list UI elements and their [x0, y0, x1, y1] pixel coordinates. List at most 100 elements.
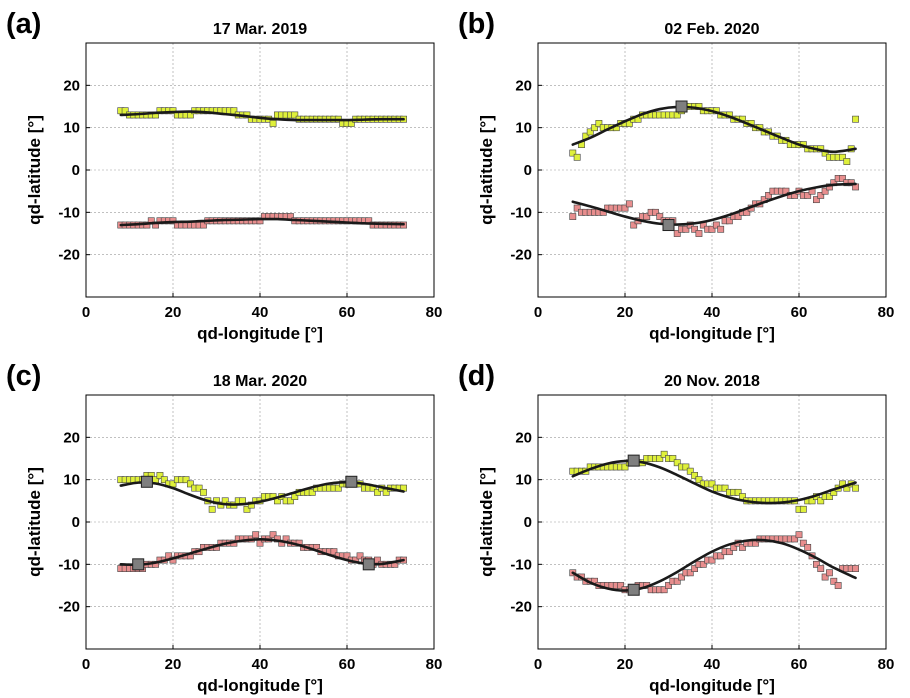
- data-point: [834, 582, 842, 589]
- panel-c: 0 20 40 60 80 -20 -10 0 10 20 qd-longitude [°] qd-l…: [6, 360, 442, 695]
- data-point: [208, 505, 216, 513]
- y-tick-label: -10: [58, 556, 80, 573]
- fit-curve: [119, 110, 405, 122]
- data-point: [160, 476, 168, 484]
- data-point: [847, 179, 855, 187]
- data-point: [669, 455, 677, 462]
- x-tick-label: 20: [617, 304, 634, 321]
- extremum-marker: [662, 219, 675, 232]
- data-point: [721, 484, 729, 492]
- data-point: [625, 200, 633, 208]
- data-point: [330, 548, 338, 556]
- data-point: [656, 455, 664, 462]
- data-point: [573, 204, 581, 212]
- panel-title: 18 Mar. 2020: [213, 373, 307, 390]
- panel-letter: (a): [6, 8, 41, 40]
- data-point: [839, 153, 846, 161]
- data-point: [656, 213, 664, 220]
- x-tick-label: 60: [791, 304, 808, 321]
- data-point: [686, 569, 694, 577]
- panel-letter: (c): [6, 360, 41, 392]
- data-point: [682, 225, 690, 233]
- data-point: [812, 196, 820, 204]
- data-point: [725, 217, 733, 225]
- x-tick-label: 40: [704, 656, 721, 673]
- data-point: [269, 531, 277, 539]
- data-point: [617, 582, 625, 589]
- y-tick-label: 20: [515, 429, 532, 446]
- data-point: [852, 115, 859, 123]
- x-tick-label: 60: [339, 304, 356, 321]
- data-point: [243, 505, 251, 513]
- data-point: [660, 586, 668, 594]
- data-point: [812, 560, 820, 568]
- data-layer: [117, 107, 407, 229]
- y-axis-label: qd-latitude [°]: [25, 467, 44, 577]
- data-point: [187, 480, 194, 488]
- x-tick-label: 40: [252, 656, 269, 673]
- x-tick-label: 80: [878, 304, 895, 321]
- data-point: [821, 187, 829, 195]
- data-point: [665, 582, 672, 589]
- x-tick-label: 80: [878, 656, 895, 673]
- data-point: [717, 552, 725, 560]
- fit-curve: [119, 538, 405, 567]
- data-point: [791, 535, 799, 543]
- extremum-marker: [362, 558, 375, 571]
- panel-title: 17 Mar. 2019: [213, 21, 307, 38]
- data-point: [708, 225, 716, 233]
- data-point: [595, 120, 603, 127]
- y-tick-label: 10: [63, 472, 80, 489]
- data-point: [826, 569, 833, 577]
- y-tick-label: 0: [72, 514, 80, 531]
- panel-d: 0 20 40 60 80 -20 -10 0 10 20 qd-longitude [°] qd-l…: [458, 360, 894, 695]
- data-point: [334, 484, 342, 492]
- data-point: [673, 459, 681, 467]
- panel-b: 0 20 40 60 80 -20 -10 0 10 20 qd-longitude [°] qd-l…: [458, 8, 894, 343]
- data-point: [673, 230, 681, 237]
- y-tick-label: 10: [515, 120, 532, 137]
- data-point: [573, 153, 581, 161]
- y-tick-label: 20: [515, 77, 532, 94]
- panel-letter: (b): [458, 8, 495, 40]
- data-point: [287, 497, 294, 505]
- data-point: [591, 124, 598, 132]
- data-point: [799, 505, 807, 513]
- data-point: [734, 213, 742, 220]
- y-tick-label: 20: [63, 429, 80, 446]
- y-tick-label: 20: [63, 77, 80, 94]
- data-point: [817, 497, 825, 505]
- data-point: [308, 488, 316, 496]
- data-point: [699, 560, 707, 568]
- y-tick-label: 0: [524, 162, 532, 179]
- data-point: [621, 463, 629, 471]
- data-point: [843, 158, 851, 165]
- data-point: [182, 476, 190, 484]
- x-tick-label: 20: [165, 304, 182, 321]
- panel-letter: (d): [458, 360, 495, 392]
- y-tick-label: -20: [510, 247, 532, 264]
- y-tick-label: 0: [72, 162, 80, 179]
- data-point: [682, 463, 690, 471]
- data-point: [852, 484, 859, 492]
- extremum-marker: [627, 583, 640, 596]
- y-tick-label: -20: [510, 599, 532, 616]
- x-tick-label: 80: [426, 304, 443, 321]
- data-point: [686, 467, 694, 475]
- x-axis-label: qd-longitude [°]: [197, 676, 323, 695]
- fit-curve: [571, 538, 857, 592]
- x-tick-label: 40: [704, 304, 721, 321]
- data-point: [817, 565, 825, 572]
- data-point: [852, 565, 859, 572]
- y-tick-label: -20: [58, 599, 80, 616]
- extremum-marker: [345, 475, 358, 488]
- data-point: [569, 149, 577, 157]
- x-tick-label: 0: [534, 656, 542, 673]
- x-tick-label: 60: [791, 656, 808, 673]
- data-point: [660, 450, 668, 458]
- data-point: [826, 493, 833, 500]
- x-tick-label: 0: [82, 656, 90, 673]
- data-point: [712, 221, 720, 229]
